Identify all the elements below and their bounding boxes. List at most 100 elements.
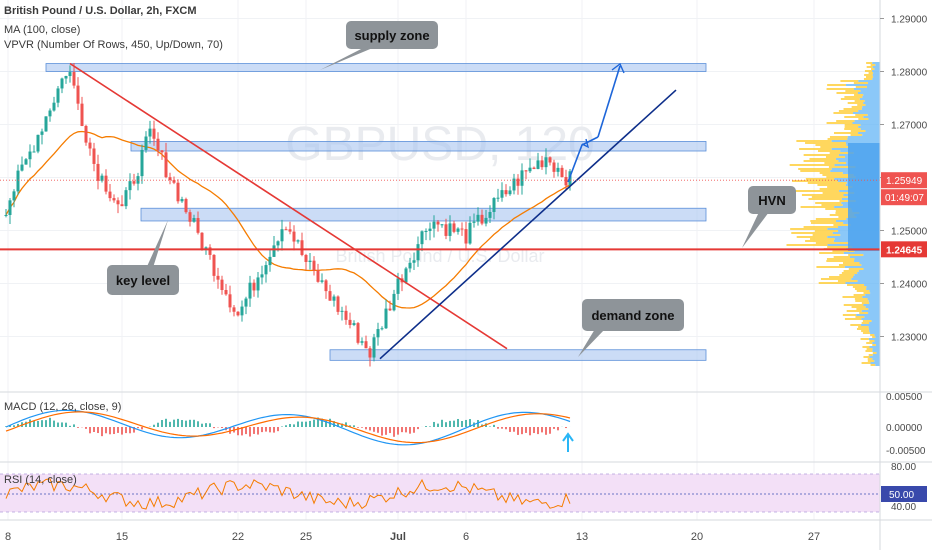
candle-body[interactable] [36, 134, 40, 152]
candle-body[interactable] [236, 311, 240, 316]
candle-body[interactable] [340, 310, 344, 312]
candle-body[interactable] [68, 72, 72, 77]
candle-body[interactable] [216, 275, 220, 280]
key-level-callout-box[interactable] [107, 265, 179, 295]
candle-body[interactable] [140, 149, 144, 177]
candlesticks[interactable] [4, 62, 572, 367]
candle-body[interactable] [20, 164, 24, 171]
candle-body[interactable] [124, 190, 128, 207]
candle-body[interactable] [404, 268, 408, 283]
candle-body[interactable] [516, 178, 520, 186]
candle-body[interactable] [328, 291, 332, 301]
candle-body[interactable] [364, 341, 368, 349]
candle-body[interactable] [168, 177, 172, 181]
candle-body[interactable] [544, 157, 548, 168]
candle-body[interactable] [288, 229, 292, 232]
macd-pane[interactable] [5, 409, 574, 452]
candle-body[interactable] [384, 308, 388, 329]
candle-body[interactable] [292, 231, 296, 242]
candle-body[interactable] [80, 103, 84, 126]
candle-body[interactable] [440, 224, 444, 226]
candle-body[interactable] [24, 159, 28, 165]
callout-labels[interactable]: supply zone key level demand zone HVN [107, 21, 796, 357]
candle-body[interactable] [152, 128, 156, 139]
candle-body[interactable] [192, 218, 196, 222]
candle-body[interactable] [272, 245, 276, 257]
candle-body[interactable] [176, 182, 180, 202]
ascending-trendline[interactable] [379, 89, 677, 360]
candle-body[interactable] [360, 341, 364, 343]
candle-body[interactable] [248, 282, 252, 299]
candle-body[interactable] [556, 167, 560, 172]
candle-body[interactable] [16, 170, 20, 192]
candle-body[interactable] [268, 256, 272, 266]
candle-body[interactable] [372, 337, 376, 358]
candle-body[interactable] [92, 148, 96, 164]
candle-body[interactable] [132, 181, 136, 184]
candle-body[interactable] [424, 231, 428, 233]
candle-body[interactable] [204, 247, 208, 250]
ma-indicator-label[interactable]: MA (100, close) [4, 24, 81, 36]
candle-body[interactable] [348, 319, 352, 325]
price-zone[interactable] [140, 207, 707, 222]
candle-body[interactable] [164, 152, 168, 178]
candle-body[interactable] [476, 214, 480, 222]
price-zones[interactable] [45, 63, 707, 361]
candle-body[interactable] [280, 229, 284, 242]
price-axis[interactable]: 1.290001.280001.270001.260001.250001.240… [880, 15, 928, 514]
candle-body[interactable] [160, 150, 164, 153]
candle-body[interactable] [284, 229, 288, 231]
candle-body[interactable] [32, 151, 36, 153]
candle-body[interactable] [520, 170, 524, 186]
candle-body[interactable] [300, 240, 304, 255]
candle-body[interactable] [332, 296, 336, 301]
candle-body[interactable] [448, 223, 452, 236]
candle-body[interactable] [432, 221, 436, 229]
candle-body[interactable] [524, 170, 528, 172]
rsi-pane[interactable] [0, 473, 880, 513]
candle-body[interactable] [76, 85, 80, 104]
candle-body[interactable] [552, 162, 556, 172]
candle-body[interactable] [60, 78, 64, 89]
candle-body[interactable] [172, 180, 176, 183]
candle-body[interactable] [72, 72, 76, 86]
demand-zone-callout-box[interactable] [582, 299, 684, 331]
candle-body[interactable] [180, 199, 184, 202]
candle-body[interactable] [344, 310, 348, 320]
candle-body[interactable] [508, 190, 512, 195]
descending-trendline[interactable] [69, 62, 508, 350]
candle-body[interactable] [460, 228, 464, 230]
candle-body[interactable] [376, 329, 380, 338]
candle-body[interactable] [44, 116, 48, 132]
candle-body[interactable] [368, 348, 372, 358]
candle-body[interactable] [100, 175, 104, 181]
candle-body[interactable] [224, 290, 228, 295]
candle-body[interactable] [436, 221, 440, 225]
supply-zone-callout-box[interactable] [346, 21, 438, 49]
candle-body[interactable] [540, 160, 544, 168]
candle-body[interactable] [188, 212, 192, 222]
candle-body[interactable] [308, 260, 312, 262]
candle-body[interactable] [548, 157, 552, 163]
current-price-tag[interactable] [881, 172, 927, 189]
candle-body[interactable] [260, 274, 264, 278]
candle-body[interactable] [244, 298, 248, 307]
candle-body[interactable] [312, 260, 316, 271]
candle-body[interactable] [420, 231, 424, 245]
candle-body[interactable] [532, 167, 536, 169]
vpvr-indicator-label[interactable]: VPVR (Number Of Rows, 450, Up/Down, 70) [4, 39, 223, 51]
hvn-callout-box[interactable] [748, 186, 796, 214]
candle-body[interactable] [412, 260, 416, 263]
candle-body[interactable] [504, 190, 508, 195]
candle-body[interactable] [380, 328, 384, 330]
candle-body[interactable] [88, 142, 92, 149]
candle-body[interactable] [220, 279, 224, 291]
candle-body[interactable] [232, 307, 236, 312]
candle-body[interactable] [496, 197, 500, 199]
chart-drawings[interactable] [0, 62, 880, 360]
candle-body[interactable] [52, 102, 56, 111]
candle-body[interactable] [252, 282, 256, 291]
candle-body[interactable] [480, 214, 484, 224]
candle-body[interactable] [112, 198, 116, 201]
